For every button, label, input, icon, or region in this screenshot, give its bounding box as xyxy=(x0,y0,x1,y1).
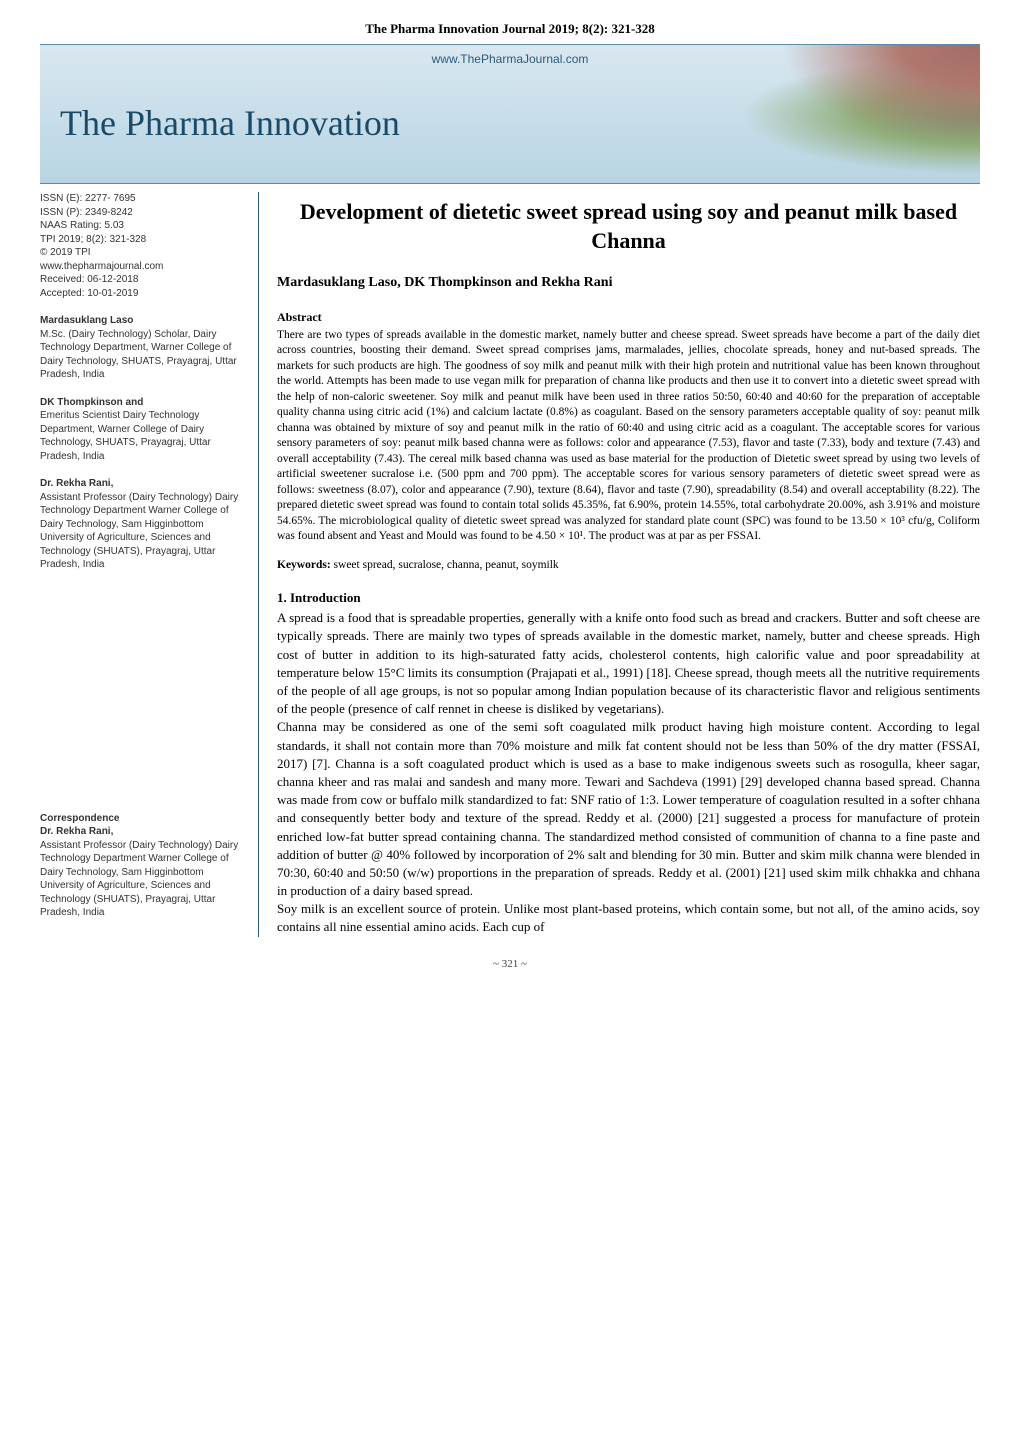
keywords-line: Keywords: sweet spread, sucralose, chann… xyxy=(277,557,980,573)
author-affiliation: Emeritus Scientist Dairy Technology Depa… xyxy=(40,409,240,463)
issn-e: ISSN (E): 2277- 7695 xyxy=(40,192,240,206)
keywords-value: sweet spread, sucralose, channa, peanut,… xyxy=(331,559,559,571)
journal-meta: ISSN (E): 2277- 7695 ISSN (P): 2349-8242… xyxy=(40,192,240,300)
intro-paragraph-3: Soy milk is an excellent source of prote… xyxy=(277,900,980,936)
correspondence-affiliation: Assistant Professor (Dairy Technology) D… xyxy=(40,839,240,920)
introduction-body: A spread is a food that is spreadable pr… xyxy=(277,609,980,936)
intro-paragraph-1: A spread is a food that is spreadable pr… xyxy=(277,609,980,718)
correspondence-block: Correspondence Dr. Rekha Rani, Assistant… xyxy=(40,812,240,920)
issn-p: ISSN (P): 2349-8242 xyxy=(40,206,240,220)
author-name: Dr. Rekha Rani, xyxy=(40,477,240,491)
accepted-date: Accepted: 10-01-2019 xyxy=(40,287,240,301)
left-sidebar: ISSN (E): 2277- 7695 ISSN (P): 2349-8242… xyxy=(40,192,240,936)
received-date: Received: 06-12-2018 xyxy=(40,273,240,287)
sidebar-author-3: Dr. Rekha Rani, Assistant Professor (Dai… xyxy=(40,477,240,572)
page-number: ~ 321 ~ xyxy=(40,957,980,972)
site-title: The Pharma Innovation xyxy=(60,98,400,148)
banner: www.ThePharmaJournal.com The Pharma Inno… xyxy=(40,44,980,184)
keywords-label: Keywords: xyxy=(277,559,331,571)
tpi-citation: TPI 2019; 8(2): 321-328 xyxy=(40,233,240,247)
correspondence-heading: Correspondence xyxy=(40,812,240,826)
introduction-heading: 1. Introduction xyxy=(277,589,980,607)
author-name: DK Thompkinson and xyxy=(40,396,240,410)
author-affiliation: M.Sc. (Dairy Technology) Scholar, Dairy … xyxy=(40,328,240,382)
sidebar-author-1: Mardasuklang Laso M.Sc. (Dairy Technolog… xyxy=(40,314,240,382)
journal-header: The Pharma Innovation Journal 2019; 8(2)… xyxy=(40,20,980,38)
correspondence-name: Dr. Rekha Rani, xyxy=(40,825,240,839)
author-affiliation: Assistant Professor (Dairy Technology) D… xyxy=(40,491,240,572)
abstract-heading: Abstract xyxy=(277,309,980,326)
authors-line: Mardasuklang Laso, DK Thompkinson and Re… xyxy=(277,273,980,293)
intro-paragraph-2: Channa may be considered as one of the s… xyxy=(277,718,980,900)
copyright: © 2019 TPI xyxy=(40,246,240,260)
naas-rating: NAAS Rating: 5.03 xyxy=(40,219,240,233)
article-title: Development of dietetic sweet spread usi… xyxy=(277,198,980,255)
leaf-decoration xyxy=(700,45,980,184)
website-url: www.ThePharmaJournal.com xyxy=(432,51,589,68)
sidebar-author-2: DK Thompkinson and Emeritus Scientist Da… xyxy=(40,396,240,464)
meta-website: www.thepharmajournal.com xyxy=(40,260,240,274)
abstract-body: There are two types of spreads available… xyxy=(277,328,980,545)
article-content: Development of dietetic sweet spread usi… xyxy=(258,192,980,936)
author-name: Mardasuklang Laso xyxy=(40,314,240,328)
